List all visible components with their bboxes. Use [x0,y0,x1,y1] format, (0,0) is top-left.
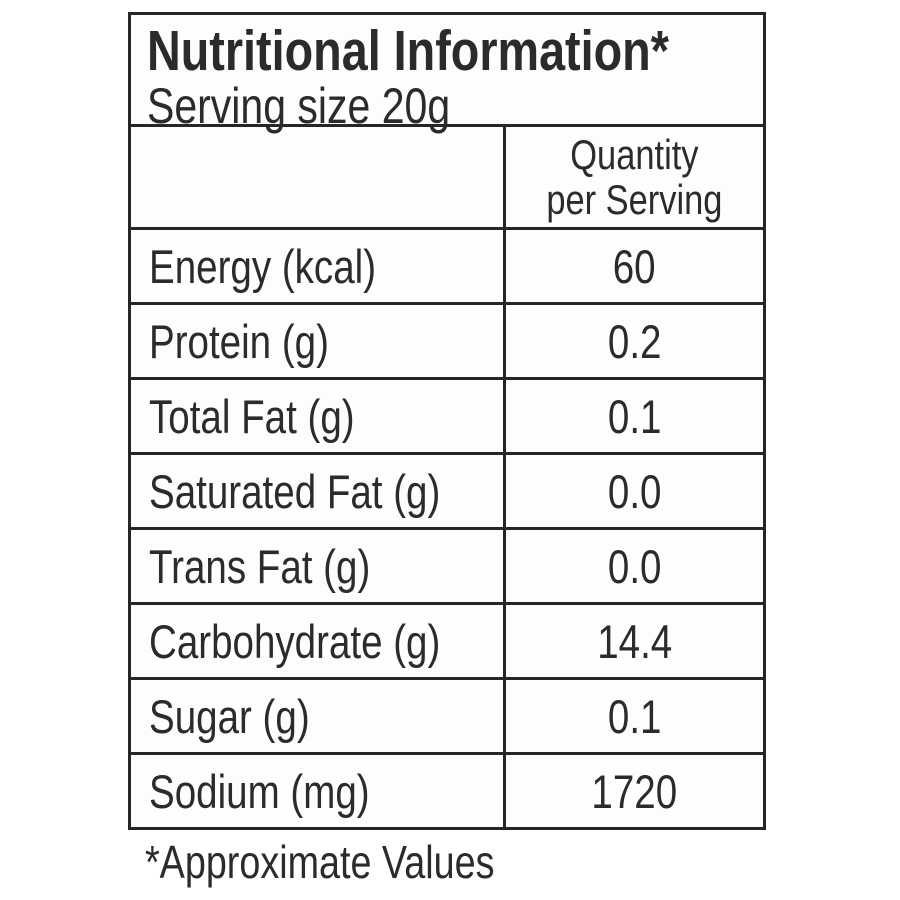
nutrient-label: Energy (kcal) [149,239,377,293]
nutrient-value-cell: 1720 [506,755,763,827]
nutrient-label-cell: Sodium (mg) [131,755,506,827]
quantity-header-line1: Quantity [570,131,699,178]
column-header-empty-cell [131,127,506,227]
nutrient-label: Total Fat (g) [149,389,355,443]
nutrient-label-cell: Carbohydrate (g) [131,605,506,677]
nutrient-value: 0.0 [607,539,662,593]
nutrient-value-cell: 0.1 [506,680,763,752]
column-header-quantity-cell: Quantity per Serving [506,127,763,227]
nutrient-value: 0.2 [607,314,662,368]
table-row-trans-fat: Trans Fat (g) 0.0 [131,527,763,602]
nutrient-label: Protein (g) [149,314,329,368]
nutrient-value: 0.0 [607,464,662,518]
nutrient-value: 14.4 [596,614,673,668]
label-title-text: Nutritional Information* [147,19,669,83]
title-block: Nutritional Information* Serving size 20… [131,15,763,131]
nutrient-value-cell: 60 [506,230,763,302]
nutrient-label: Sugar (g) [149,689,310,743]
nutrient-value-cell: 0.1 [506,380,763,452]
nutrient-value: 0.1 [607,689,662,743]
nutrient-label: Trans Fat (g) [149,539,371,593]
nutrient-value: 0.1 [607,389,662,443]
nutrient-label-cell: Trans Fat (g) [131,530,506,602]
nutrient-label: Carbohydrate (g) [149,614,441,668]
nutrition-label: Nutritional Information* Serving size 20… [128,12,766,830]
table-row-energy: Energy (kcal) 60 [131,227,763,302]
table-row-sodium: Sodium (mg) 1720 [131,752,763,827]
nutrient-label: Sodium (mg) [149,764,370,818]
table-row-saturated-fat: Saturated Fat (g) 0.0 [131,452,763,527]
footnote-text: *Approximate Values [145,836,495,888]
nutrient-label-cell: Saturated Fat (g) [131,455,506,527]
nutrient-label: Saturated Fat (g) [149,464,441,518]
table-row-carbohydrate: Carbohydrate (g) 14.4 [131,602,763,677]
nutrient-value: 1720 [591,764,678,818]
nutrient-value-cell: 14.4 [506,605,763,677]
serving-size: Serving size 20g [147,81,763,131]
nutrient-label-cell: Protein (g) [131,305,506,377]
nutrient-label-cell: Energy (kcal) [131,230,506,302]
nutrient-label-cell: Total Fat (g) [131,380,506,452]
nutrient-value: 60 [613,239,656,293]
nutrient-value-cell: 0.0 [506,530,763,602]
column-header-quantity: Quantity per Serving [546,132,722,222]
table-row-protein: Protein (g) 0.2 [131,302,763,377]
nutrient-value-cell: 0.2 [506,305,763,377]
nutrient-value-cell: 0.0 [506,455,763,527]
label-title: Nutritional Information* [147,21,763,81]
table-row-total-fat: Total Fat (g) 0.1 [131,377,763,452]
column-header-row: Quantity per Serving [131,127,763,227]
nutrient-label-cell: Sugar (g) [131,680,506,752]
footnote: *Approximate Values [145,836,571,888]
table-row-sugar: Sugar (g) 0.1 [131,677,763,752]
serving-size-text: Serving size 20g [147,78,451,134]
quantity-header-line2: per Serving [546,176,723,223]
